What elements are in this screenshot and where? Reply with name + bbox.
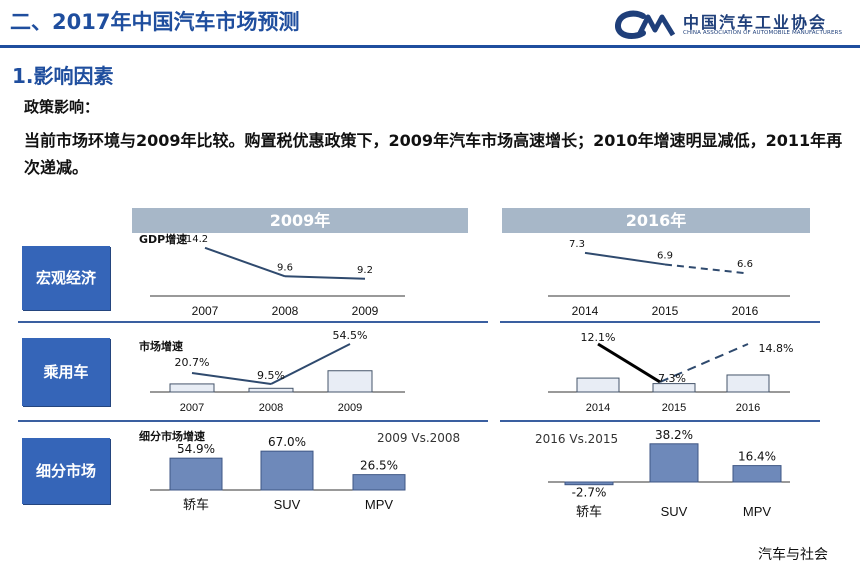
tick-label: 2007	[192, 304, 219, 318]
data-label: -2.7%	[572, 486, 607, 500]
chart-title: 市场增速	[139, 339, 183, 353]
logo-text-cn: 中国汽车工业协会	[683, 13, 828, 32]
row-divider	[18, 321, 488, 323]
data-label: 12.1%	[581, 331, 616, 344]
tick-label: 2008	[259, 402, 283, 414]
tick-label: 2007	[180, 402, 204, 414]
tick-label: 2014	[586, 402, 610, 414]
data-label: 7.3	[569, 239, 585, 250]
row-label-passenger-car: 乘用车	[22, 338, 110, 406]
data-label: 20.7%	[175, 356, 210, 369]
tick-label: 轿车	[183, 497, 209, 512]
tick-label: MPV	[743, 504, 772, 519]
tick-label: SUV	[661, 504, 688, 519]
data-label: 6.9	[657, 250, 673, 261]
series-line-segment	[191, 372, 272, 385]
data-label: 9.2	[357, 265, 373, 276]
tick-label: 2008	[272, 304, 299, 318]
bar	[327, 370, 373, 393]
tick-label: 2009	[338, 402, 362, 414]
data-label: 26.5%	[360, 459, 398, 473]
bar	[169, 457, 223, 491]
bar	[564, 481, 614, 486]
tick-label: 2016	[732, 304, 759, 318]
description-text: 当前市场环境与2009年比较。购置税优惠政策下，2009年汽车市场高速增长；20…	[24, 131, 843, 177]
row-divider	[500, 321, 820, 323]
caam-logo-icon	[615, 10, 676, 40]
bar	[260, 450, 314, 491]
data-label: 14.8%	[759, 342, 794, 355]
bar	[726, 374, 770, 393]
tick-label: 2009	[352, 304, 379, 318]
series-line-segment	[664, 263, 746, 275]
data-label: 54.5%	[333, 329, 368, 342]
column-header-2016: 2016年	[502, 208, 810, 233]
data-label: 67.0%	[268, 435, 306, 449]
tick-label: 2015	[652, 304, 679, 318]
series-line-segment	[270, 343, 351, 385]
bar	[732, 465, 782, 483]
series-line-segment	[204, 246, 286, 278]
footer-source: 汽车与社会	[758, 547, 828, 563]
row-divider	[18, 420, 488, 422]
tick-label: MPV	[365, 497, 394, 512]
bar	[352, 474, 406, 491]
row-label-segment-market: 细分市场	[22, 438, 110, 504]
data-label: 16.4%	[738, 450, 776, 464]
column-header-2009: 2009年	[132, 208, 468, 233]
bar	[652, 383, 696, 393]
bar	[649, 443, 699, 483]
association-logo: 中国汽车工业协会 CHINA ASSOCIATION OF AUTOMOBILE…	[615, 8, 855, 42]
series-line-segment	[584, 251, 666, 266]
data-label: 6.6	[737, 259, 753, 270]
bar	[169, 383, 215, 393]
data-label: 9.6	[277, 262, 293, 273]
tick-label: 轿车	[576, 504, 602, 519]
series-line-segment	[597, 342, 661, 384]
bar	[576, 377, 620, 393]
row-divider	[500, 420, 820, 422]
tick-label: SUV	[274, 497, 301, 512]
header-divider	[0, 45, 860, 48]
data-label: 38.2%	[655, 428, 693, 442]
section-title: 1.影响因素	[12, 64, 114, 88]
chart-title: 细分市场增速	[139, 429, 205, 443]
series-line-segment	[659, 343, 749, 383]
policy-label: 政策影响：	[24, 98, 100, 116]
tick-label: 2015	[662, 402, 686, 414]
page-title: 二、2017年中国汽车市场预测	[10, 10, 300, 34]
logo-text-en: CHINA ASSOCIATION OF AUTOMOBILE MANUFACT…	[683, 30, 843, 36]
chart-annotation: 2016 Vs.2015	[535, 432, 618, 446]
data-label: 9.5%	[257, 369, 285, 382]
data-label: 54.9%	[177, 442, 215, 456]
data-label: 7.3%	[658, 372, 686, 385]
series-line-segment	[284, 275, 366, 280]
bar	[248, 387, 294, 393]
row-label-macro-economy: 宏观经济	[22, 246, 110, 310]
chart-annotation: 2009 Vs.2008	[377, 431, 460, 445]
tick-label: 2014	[572, 304, 599, 318]
data-label: 14.2	[186, 234, 208, 245]
tick-label: 2016	[736, 402, 760, 414]
chart-title: GDP增速	[139, 232, 187, 246]
